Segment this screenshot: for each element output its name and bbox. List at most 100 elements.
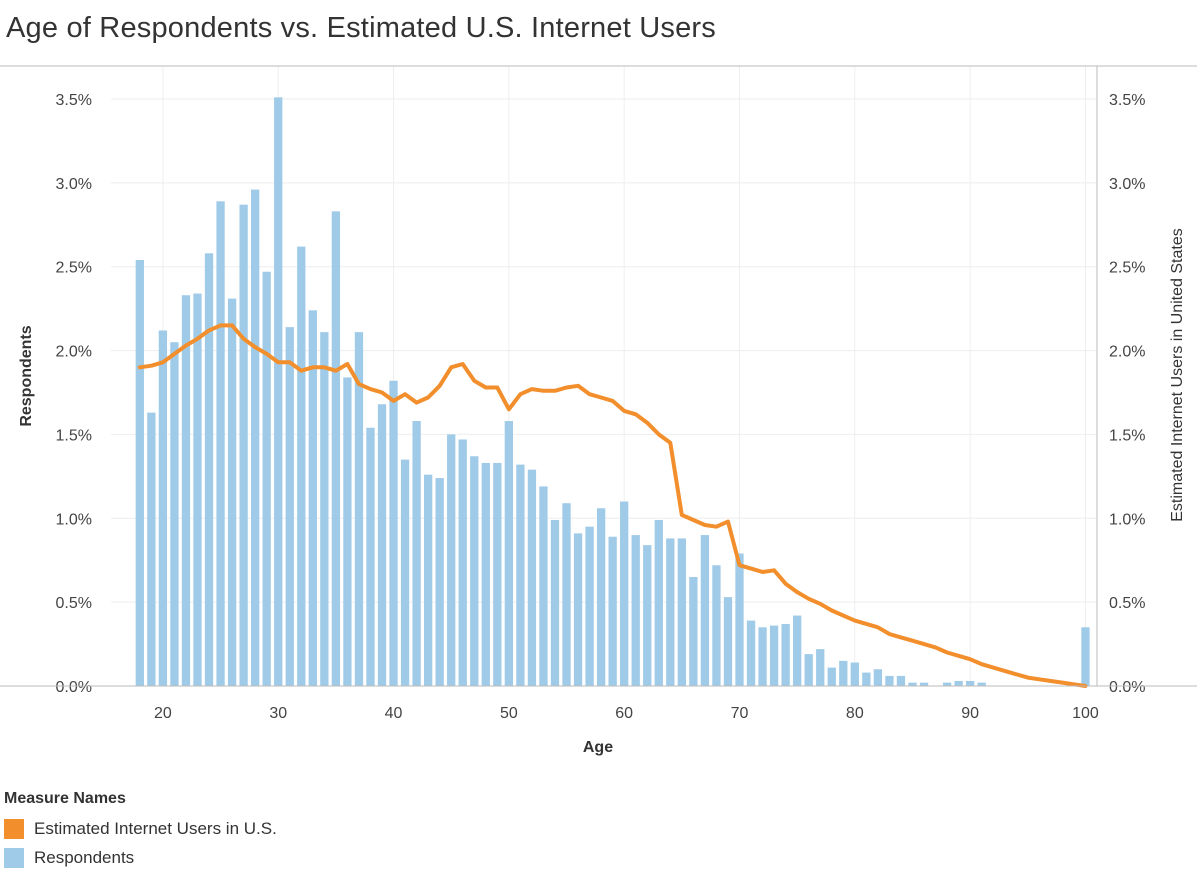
respondents-bar[interactable] (954, 680, 963, 686)
x-tick-label: 30 (269, 705, 287, 722)
respondents-bar[interactable] (596, 508, 606, 686)
respondents-bar[interactable] (608, 536, 617, 686)
respondents-bar[interactable] (573, 533, 583, 686)
y-tick-label-right: 1.5% (1109, 427, 1145, 444)
respondents-bar[interactable] (896, 675, 906, 686)
respondents-bar[interactable] (735, 553, 744, 686)
internet-users-line[interactable] (137, 323, 1088, 688)
legend: Measure Names Estimated Internet Users i… (4, 790, 277, 872)
respondents-bar[interactable] (585, 526, 594, 686)
respondents-bar[interactable] (850, 662, 859, 686)
respondents-bar[interactable] (366, 427, 375, 686)
respondents-bar[interactable] (343, 377, 352, 686)
respondents-bar[interactable] (193, 293, 202, 686)
respondents-bar[interactable] (400, 459, 410, 686)
respondents-bar[interactable] (620, 501, 629, 686)
respondents-bar[interactable] (458, 439, 467, 686)
respondents-bar[interactable] (700, 535, 710, 686)
respondents-bar[interactable] (527, 469, 537, 686)
x-tick-label: 20 (154, 705, 172, 722)
respondents-bar[interactable] (227, 298, 237, 686)
respondents-bar[interactable] (804, 654, 813, 686)
respondents-bar[interactable] (470, 456, 479, 686)
respondents-bar[interactable] (262, 271, 271, 686)
respondents-bar[interactable] (723, 597, 733, 686)
legend-swatch-respondents (4, 847, 24, 868)
respondents-bar[interactable] (412, 421, 421, 686)
x-tick-label: 40 (385, 705, 403, 722)
respondents-bar[interactable] (965, 680, 975, 686)
respondents-bar[interactable] (377, 404, 387, 686)
respondents-bar[interactable] (504, 421, 514, 686)
respondents-bar[interactable] (251, 189, 260, 686)
respondents-bar[interactable] (297, 246, 306, 687)
respondents-bar[interactable] (746, 620, 756, 686)
x-tick-label: 50 (500, 705, 518, 722)
respondents-bar[interactable] (447, 434, 456, 686)
respondents-bar[interactable] (666, 538, 675, 686)
respondents-bar[interactable] (354, 332, 364, 686)
respondents-bar[interactable] (389, 380, 398, 686)
respondents-bar[interactable] (158, 330, 168, 686)
respondents-bar[interactable] (181, 295, 191, 686)
respondents-bar[interactable] (308, 310, 317, 686)
respondents-bar[interactable] (654, 519, 663, 686)
legend-item-respondents[interactable]: Respondents (4, 843, 277, 872)
respondents-bar[interactable] (493, 462, 502, 686)
x-tick-label: 80 (846, 705, 864, 722)
respondents-bar[interactable] (758, 627, 767, 686)
respondents-bar[interactable] (435, 478, 444, 686)
respondents-bar[interactable] (643, 545, 652, 686)
respondents-bar[interactable] (550, 519, 560, 686)
respondents-bar[interactable] (204, 253, 214, 686)
y-axis-label-left: Respondents (18, 325, 35, 426)
respondents-bar[interactable] (769, 625, 779, 686)
respondents-bar[interactable] (274, 97, 283, 686)
respondents-bar[interactable] (677, 538, 686, 686)
respondents-bar[interactable] (516, 464, 525, 686)
respondents-bar[interactable] (147, 412, 156, 686)
respondents-bar[interactable] (320, 332, 329, 686)
respondents-bar[interactable] (1081, 627, 1090, 686)
respondents-bar[interactable] (285, 327, 294, 686)
respondents-bar[interactable] (689, 576, 698, 686)
y-tick-label-right: 2.0% (1109, 344, 1145, 361)
y-tick-label-left: 1.0% (56, 511, 92, 528)
respondents-bar[interactable] (135, 260, 144, 686)
y-tick-label-left: 3.0% (56, 176, 92, 193)
respondents-bar[interactable] (908, 682, 917, 686)
legend-item-internet-users[interactable]: Estimated Internet Users in U.S. (4, 814, 277, 843)
respondents-bar[interactable] (216, 201, 225, 686)
respondents-bar[interactable] (170, 342, 179, 686)
respondents-bar[interactable] (239, 204, 248, 686)
respondents-bar[interactable] (539, 486, 548, 686)
legend-swatch-internet-users (4, 818, 24, 839)
respondents-bar[interactable] (712, 565, 721, 686)
respondents-bar[interactable] (942, 682, 952, 686)
respondents-bar[interactable] (562, 503, 571, 686)
respondents-bar[interactable] (862, 672, 871, 686)
respondents-bar[interactable] (793, 615, 802, 686)
chart-title: Age of Respondents vs. Estimated U.S. In… (6, 12, 716, 44)
x-tick-label: 60 (615, 705, 633, 722)
respondents-bar[interactable] (873, 669, 883, 686)
respondents-bar[interactable] (481, 462, 490, 686)
y-tick-label-right: 3.5% (1109, 92, 1145, 109)
respondents-bar[interactable] (885, 675, 894, 686)
respondents-bar[interactable] (977, 682, 986, 686)
respondents-bars (135, 97, 1090, 687)
respondents-bar[interactable] (839, 660, 848, 686)
respondents-bar[interactable] (919, 682, 929, 686)
respondents-bar[interactable] (331, 211, 341, 686)
respondents-bar[interactable] (827, 667, 836, 686)
y-tick-label-left: 0.0% (56, 679, 92, 696)
y-tick-label-right: 1.0% (1109, 511, 1145, 528)
respondents-bar[interactable] (816, 649, 825, 686)
respondents-bar[interactable] (423, 474, 433, 686)
x-tick-label: 90 (961, 705, 979, 722)
respondents-bar[interactable] (781, 623, 790, 686)
y-tick-label-right: 2.5% (1109, 260, 1145, 277)
y-tick-label-left: 0.5% (56, 595, 92, 612)
respondents-bar[interactable] (631, 535, 640, 686)
legend-label-internet-users: Estimated Internet Users in U.S. (34, 818, 277, 838)
